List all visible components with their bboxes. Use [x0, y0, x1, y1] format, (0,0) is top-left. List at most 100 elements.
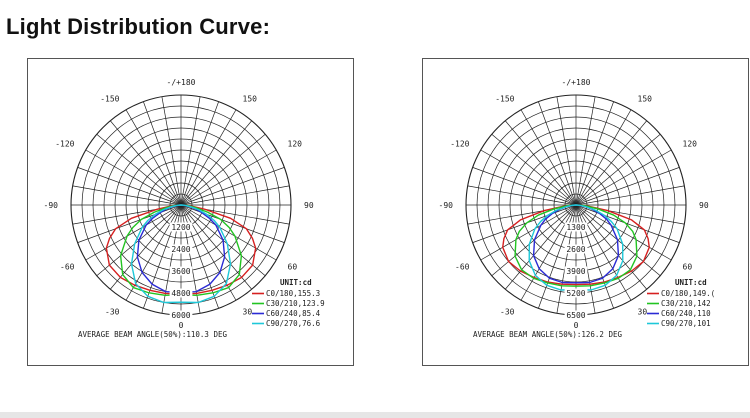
grid-spoke: [161, 96, 182, 206]
angle-label: -120: [55, 140, 74, 149]
grid-spoke: [180, 167, 285, 206]
grid-spoke: [575, 185, 685, 206]
grid-spoke: [575, 204, 614, 309]
legend-entry: C60/240,85.4: [266, 309, 321, 318]
grid-spoke: [575, 204, 647, 290]
grid-spoke: [472, 167, 577, 206]
legend-entry: C0/180,149.(: [661, 289, 715, 298]
legend-entry: C30/210,123.9: [266, 299, 325, 308]
grid-spoke: [575, 101, 614, 206]
grid-spoke: [575, 109, 632, 206]
angle-label: 60: [683, 263, 693, 272]
grid-spoke: [575, 96, 596, 206]
angle-label: 120: [683, 140, 698, 149]
grid-spoke: [575, 204, 680, 243]
grid-spoke: [575, 204, 632, 301]
ring-label-bg: [564, 244, 588, 254]
ring-label-bg: [169, 266, 193, 276]
ring-value-label: 6500: [566, 311, 585, 320]
grid-spoke: [85, 149, 182, 206]
grid-spoke: [110, 204, 182, 290]
ring-label-bg: [564, 222, 588, 232]
grid-spoke: [491, 134, 577, 206]
angle-label: 0: [574, 321, 579, 330]
beam-angle-text: AVERAGE BEAM ANGLE(50%):110.3 DEG: [78, 330, 227, 339]
legend-entry: C0/180,155.3: [266, 289, 320, 298]
legend-entry: C60/240,110: [661, 309, 711, 318]
grid-spoke: [575, 204, 672, 261]
ring-value-label: 4800: [171, 289, 190, 298]
grid-spoke: [110, 120, 182, 206]
legend-entry: C90/270,76.6: [266, 319, 321, 328]
angle-label: 120: [288, 140, 303, 149]
grid-spoke: [72, 185, 182, 206]
grid-spoke: [575, 120, 647, 206]
legend: UNIT:cd C0/180,149.(C30/210,142C60/240,11…: [647, 278, 715, 328]
grid-spoke: [520, 109, 577, 206]
grid-spoke: [520, 204, 577, 301]
ring-value-label: 2600: [566, 245, 585, 254]
grid-spoke: [467, 185, 577, 206]
grid-spoke: [180, 185, 290, 206]
page-title: Light Distribution Curve:: [6, 14, 271, 39]
grid-spoke: [575, 134, 661, 206]
unit-label: UNIT:cd: [675, 278, 707, 287]
angle-label: 150: [638, 95, 653, 104]
grid-spoke: [77, 167, 182, 206]
ring-label-bg: [169, 244, 193, 254]
grid-spoke: [575, 149, 672, 206]
grid-spoke: [180, 134, 266, 206]
angle-label: 90: [699, 201, 709, 210]
grid-spoke: [505, 120, 577, 206]
ring-label-bg: [169, 288, 193, 298]
angle-label: -30: [500, 308, 515, 317]
angle-label: -/+180: [562, 78, 591, 87]
angle-label: -90: [44, 201, 59, 210]
ring-value-label: 1300: [566, 223, 585, 232]
angle-label: -150: [495, 95, 514, 104]
legend-entry: C30/210,142: [661, 299, 711, 308]
grid-spoke: [538, 204, 577, 309]
ring-value-label: 3600: [171, 267, 190, 276]
series-curve-c60: [532, 204, 620, 284]
ring-label-bg: [564, 288, 588, 298]
angle-label: -150: [100, 95, 119, 104]
series-curve-c30: [514, 204, 638, 287]
series-curve-c0: [502, 204, 650, 286]
grid-spoke: [180, 204, 277, 261]
angle-label: -/+180: [167, 78, 196, 87]
polar-chart-left: -/+180 -150 150 -120 120 -90 90 -60 60 -30 30 0 1200…: [44, 78, 325, 339]
grid-spoke: [180, 204, 219, 309]
grid-spoke: [575, 167, 680, 206]
grid-spoke: [85, 204, 182, 261]
ring-value-label: 6000: [171, 311, 190, 320]
grid-spoke: [480, 149, 577, 206]
grid-spoke: [180, 109, 237, 206]
grid-spoke: [556, 96, 577, 206]
grid-spoke: [125, 204, 182, 301]
polar-chart-right: -/+180 -150 150 -120 120 -90 90 -60 60 -30 30 0 1300…: [439, 78, 716, 339]
angle-label: 60: [288, 263, 298, 272]
ring-value-label: 1200: [171, 223, 190, 232]
angle-label: -30: [105, 308, 120, 317]
polar-grid: [465, 94, 687, 316]
angle-label: -90: [439, 201, 454, 210]
beam-angle-text: AVERAGE BEAM ANGLE(50%):126.2 DEG: [473, 330, 622, 339]
grid-spoke: [143, 204, 182, 309]
ring-value-label: 3900: [566, 267, 585, 276]
grid-spoke: [180, 204, 237, 301]
grid-spoke: [125, 109, 182, 206]
angle-label: 150: [243, 95, 258, 104]
page-footer-bar: [0, 412, 750, 418]
ring-value-label: 5200: [566, 289, 585, 298]
unit-label: UNIT:cd: [280, 278, 312, 287]
grid-spoke: [505, 204, 577, 290]
angle-label: 90: [304, 201, 314, 210]
ring-label-bg: [169, 222, 193, 232]
legend: UNIT:cd C0/180,155.3C30/210,123.9C60/240,…: [252, 278, 325, 328]
grid-spoke: [180, 120, 252, 206]
grid-spoke: [180, 204, 252, 290]
angle-label: -60: [455, 263, 470, 272]
grid-spoke: [143, 101, 182, 206]
angle-label: 0: [179, 321, 184, 330]
